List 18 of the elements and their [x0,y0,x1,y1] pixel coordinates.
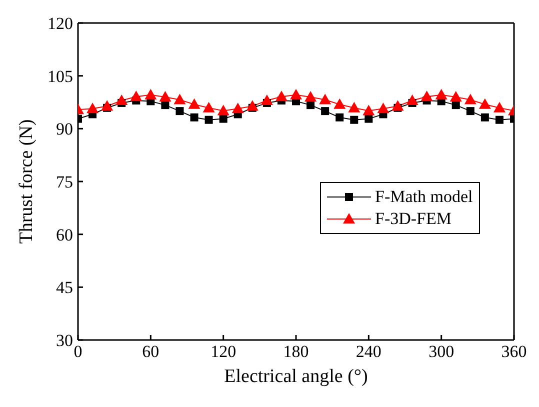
y-tick-label: 45 [56,278,73,298]
x-tick-label: 0 [74,342,82,362]
y-tick-label: 30 [56,331,73,350]
y-axis-title: Thrust force (N) [16,119,37,244]
x-tick-label: 240 [356,342,382,362]
y-tick-label: 105 [48,66,73,86]
x-tick-label: 120 [210,342,236,362]
x-tick-label: 360 [501,342,527,362]
y-tick-label: 60 [56,225,73,244]
legend-label: F-Math model [375,187,473,207]
x-tick-label: 300 [428,342,454,362]
legend-label: F-3D-FEM [375,209,452,229]
x-axis-title: Electrical angle (°) [224,366,368,387]
x-tick-label: 60 [142,342,160,362]
y-tick-label: 120 [48,14,73,34]
y-tick-label: 90 [56,120,73,139]
x-tick-label: 180 [283,342,309,362]
y-tick-label: 75 [56,172,73,192]
